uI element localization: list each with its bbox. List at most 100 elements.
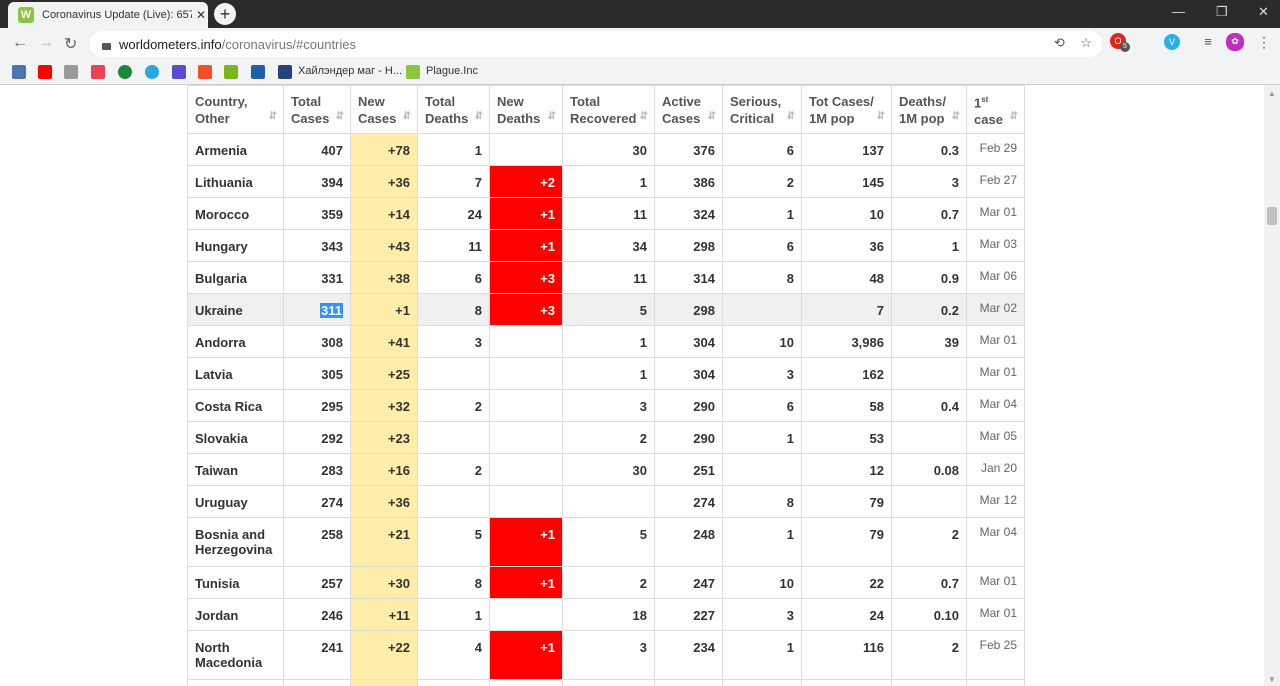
sort-arrows-icon[interactable]: ⇵	[951, 111, 960, 122]
country-cell[interactable]: Slovakia	[187, 421, 284, 454]
header-first-case[interactable]: 1st case ⇵	[966, 85, 1025, 134]
arrow-icon[interactable]	[278, 65, 292, 79]
first-case-cell: Mar 01	[966, 357, 1025, 390]
sort-arrows-icon[interactable]: ⇵	[474, 111, 483, 122]
sigma-icon[interactable]	[172, 65, 186, 79]
browser-tab[interactable]: W Coronavirus Update (Live): 657,4… ✕	[8, 2, 208, 28]
deaths-per-million-cell: 0.3	[891, 133, 967, 166]
deaths-per-million-cell	[891, 357, 967, 390]
total-deaths-cell: 8	[417, 566, 490, 599]
reading-list-icon[interactable]: ≡	[1204, 34, 1212, 49]
slash-icon[interactable]	[251, 65, 265, 79]
header-line1: Total	[425, 93, 456, 109]
deaths-per-million-cell: 0.08	[891, 453, 967, 486]
tab-close-icon[interactable]: ✕	[196, 8, 207, 22]
vk-icon[interactable]	[12, 65, 26, 79]
new-deaths-cell: +1	[489, 229, 563, 262]
header-line1: New	[497, 93, 524, 109]
scrollbar-thumb[interactable]	[1267, 207, 1277, 225]
country-cell[interactable]: Bulgaria	[187, 261, 284, 294]
scroll-up-icon[interactable]: ▲	[1268, 89, 1276, 98]
worldometers-favicon-icon: W	[18, 7, 34, 23]
recovered-cell: 1	[562, 325, 655, 358]
header-new-cases[interactable]: New Cases ⇵	[350, 85, 418, 134]
sort-arrows-icon[interactable]: ⇵	[707, 111, 716, 122]
forward-arrow-icon[interactable]: →	[38, 34, 54, 51]
new-cases-cell: +14	[350, 197, 418, 230]
plague-icon[interactable]	[406, 65, 420, 79]
total-cases-cell: 394	[283, 165, 351, 198]
menu-icon[interactable]: ⋮	[1257, 34, 1271, 50]
country-cell[interactable]: Uruguay	[187, 485, 284, 518]
pocket-icon[interactable]	[91, 65, 105, 79]
vpn-extension-icon[interactable]: V	[1164, 34, 1180, 50]
youtube-icon[interactable]	[38, 65, 52, 79]
header-active-cases[interactable]: Active Cases ⇵	[654, 85, 723, 134]
new-deaths-cell: +1	[489, 197, 563, 230]
table-row: Slovakia 292 +23 2 290 1 53 Mar 05	[187, 421, 1025, 454]
country-cell[interactable]: North Macedonia	[187, 630, 284, 680]
sort-arrows-icon[interactable]: ⇵	[335, 111, 344, 122]
first-case-cell: Mar 02	[966, 293, 1025, 326]
green-icon[interactable]	[118, 65, 132, 79]
sort-arrows-icon[interactable]: ⇵	[1009, 111, 1018, 122]
country-cell[interactable]: Tunisia	[187, 566, 284, 599]
active-cases-cell: 304	[654, 357, 723, 390]
gear-icon[interactable]	[145, 65, 159, 79]
sort-arrows-icon[interactable]: ⇵	[547, 111, 556, 122]
header-deaths-per-million[interactable]: Deaths/1M pop ⇵	[891, 85, 967, 134]
maximize-button[interactable]: ❐	[1216, 4, 1228, 19]
minimize-button[interactable]: —	[1172, 4, 1185, 19]
country-cell[interactable]: Ukraine	[187, 293, 284, 326]
cases-per-million-cell: 3,986	[801, 325, 892, 358]
country-cell[interactable]: Andorra	[187, 325, 284, 358]
sort-arrows-icon[interactable]: ⇵	[786, 111, 795, 122]
header-line1: Deaths/	[899, 93, 946, 109]
scroll-down-icon[interactable]: ▼	[1268, 675, 1276, 684]
cases-per-million-cell: 24	[801, 598, 892, 631]
header-country[interactable]: Country, Other ⇵	[187, 85, 284, 134]
window-close-button[interactable]: ✕	[1258, 4, 1269, 19]
bookmark-star-icon[interactable]: ☆	[1080, 35, 1092, 50]
header-total-recovered[interactable]: Total Recovered ⇵	[562, 85, 655, 134]
vertical-scrollbar[interactable]: ▲ ▼	[1264, 85, 1280, 686]
active-cases-cell: 304	[654, 325, 723, 358]
serious-cell: 2	[722, 165, 802, 198]
leaf-icon[interactable]	[224, 65, 238, 79]
country-cell[interactable]: Armenia	[187, 133, 284, 166]
reload-icon[interactable]: ↻	[64, 36, 78, 53]
bookmark-highlander[interactable]: Хайлэндер маг - Н...	[298, 65, 402, 77]
new-deaths-cell	[489, 485, 563, 518]
deaths-per-million-cell	[891, 421, 967, 454]
total-deaths-cell	[417, 421, 490, 454]
back-arrow-icon[interactable]: ←	[12, 34, 28, 51]
windows-icon[interactable]	[198, 65, 212, 79]
country-cell[interactable]: Taiwan	[187, 453, 284, 486]
header-new-deaths[interactable]: New Deaths ⇵	[489, 85, 563, 134]
header-total-deaths[interactable]: Total Deaths ⇵	[417, 85, 490, 134]
bookmark-plague[interactable]: Plague.Inc	[426, 65, 478, 77]
sort-arrows-icon[interactable]: ⇵	[268, 111, 277, 122]
country-cell[interactable]: Morocco	[187, 197, 284, 230]
recovered-cell: 1	[562, 357, 655, 390]
translate-icon[interactable]: ⟲	[1053, 35, 1065, 50]
new-tab-button[interactable]: +	[214, 3, 236, 25]
sort-arrows-icon[interactable]: ⇵	[639, 111, 648, 122]
country-cell[interactable]: Latvia	[187, 357, 284, 390]
apple-icon[interactable]	[64, 65, 78, 79]
sort-arrows-icon[interactable]: ⇵	[876, 111, 885, 122]
profile-avatar[interactable]: ✿	[1226, 33, 1244, 51]
cases-per-million-cell: 22	[801, 566, 892, 599]
header-total-cases[interactable]: Total Cases ⇵	[283, 85, 351, 134]
country-cell[interactable]: Lithuania	[187, 165, 284, 198]
total-cases-cell: 246	[283, 598, 351, 631]
header-serious-critical[interactable]: Serious, Critical ⇵	[722, 85, 802, 134]
serious-cell: 1	[722, 197, 802, 230]
country-cell[interactable]: Hungary	[187, 229, 284, 262]
country-cell[interactable]: Bosnia and Herzegovina	[187, 517, 284, 567]
address-bar[interactable]: worldometers.info/coronavirus/#countries…	[90, 31, 1102, 57]
header-cases-per-million[interactable]: Tot Cases/1M pop ⇵	[801, 85, 892, 134]
sort-arrows-icon[interactable]: ⇵	[402, 111, 411, 122]
country-cell[interactable]: Jordan	[187, 598, 284, 631]
country-cell[interactable]: Costa Rica	[187, 389, 284, 422]
